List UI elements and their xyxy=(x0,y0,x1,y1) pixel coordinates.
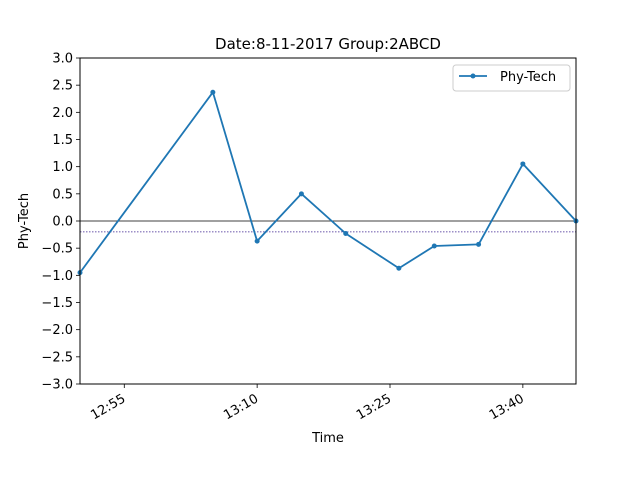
y-tick-label: 3.0 xyxy=(52,52,73,67)
legend-box xyxy=(452,64,571,92)
y-tick-label: −1.5 xyxy=(41,296,73,311)
y-tick-label: 2.0 xyxy=(52,106,73,121)
series-line-0 xyxy=(79,91,577,274)
y-tick-label: −2.0 xyxy=(41,323,73,338)
legend-dot-marker xyxy=(470,73,476,79)
x-tick-label: 13:40 xyxy=(487,391,527,423)
y-tick-label: −3.0 xyxy=(41,378,73,393)
data-point xyxy=(520,161,526,167)
y-tick-label: 1.5 xyxy=(52,133,73,148)
x-axis-title: Time xyxy=(311,431,344,446)
data-point xyxy=(254,238,260,244)
chart-title: Date:8-11-2017 Group:2ABCD xyxy=(215,35,441,53)
y-tick-label: 0.0 xyxy=(52,215,73,230)
data-point xyxy=(343,230,349,236)
y-tick-label: 0.5 xyxy=(52,187,73,202)
x-tick-label: 13:25 xyxy=(354,391,394,423)
x-tick-label: 12:55 xyxy=(88,391,128,423)
data-point xyxy=(396,265,402,271)
y-tick-label: −0.5 xyxy=(41,242,73,257)
y-tick-label: 1.0 xyxy=(52,160,73,175)
x-axis: 12:55 13:10 13:25 13:40 xyxy=(88,384,527,423)
series-layer xyxy=(77,89,579,276)
data-point xyxy=(210,89,216,95)
data-point xyxy=(431,243,437,249)
legend: Phy-Tech xyxy=(452,64,571,92)
reference-lines xyxy=(80,220,576,233)
y-axis: 3.0 2.5 2.0 1.5 1.0 0.5 0.0 −0.5 −1.0 −1.5 −2.0 −2.… xyxy=(41,52,80,393)
data-point xyxy=(298,191,304,197)
legend-label: Phy-Tech xyxy=(500,70,556,85)
y-tick-label: 2.5 xyxy=(52,79,73,94)
y-tick-label: −1.0 xyxy=(41,269,73,284)
y-axis-title: Phy-Tech xyxy=(17,193,32,249)
y-tick-label: −2.5 xyxy=(41,350,73,365)
x-tick-label: 13:10 xyxy=(221,391,261,423)
data-point xyxy=(476,241,482,247)
